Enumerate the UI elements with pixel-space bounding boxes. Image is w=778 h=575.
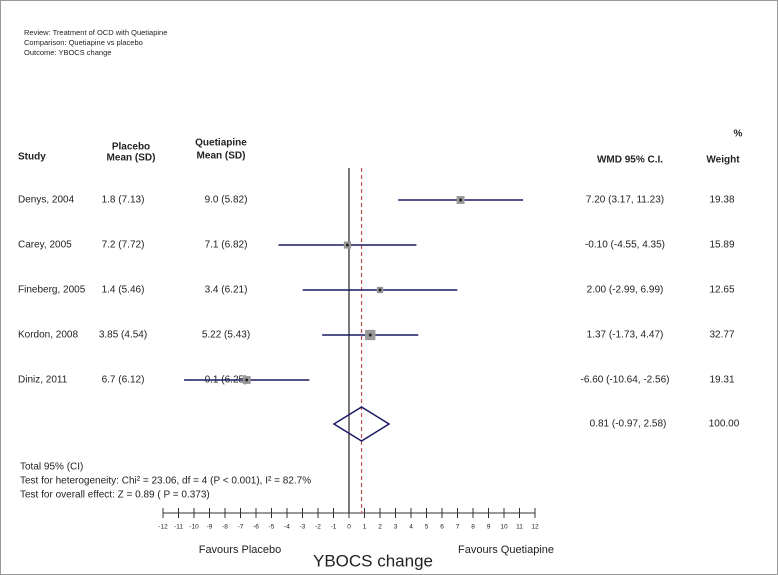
x-tick-label: 11 [516, 524, 523, 531]
quetiapine-value: 3.4 (6.21) [205, 285, 248, 296]
left-label: Favours Placebo [199, 544, 282, 556]
point-estimate [459, 198, 463, 202]
placebo-value: 7.2 (7.72) [102, 240, 145, 251]
header-quetiapine: Quetiapine [195, 138, 247, 149]
x-tick-label: 4 [409, 524, 413, 531]
outcome: Outcome: YBOCS change [24, 48, 111, 57]
x-tick-label: -10 [189, 524, 199, 531]
wmd-label: -6.60 (-10.64, -2.56) [581, 375, 670, 386]
x-tick-label: 5 [425, 524, 429, 531]
total-label: Total 95% (CI) [20, 462, 83, 473]
placebo-value: 6.7 (6.12) [102, 375, 145, 386]
placebo-value: 3.85 (4.54) [99, 330, 147, 341]
x-tick-label: -5 [269, 524, 275, 531]
pooled-diamond [332, 406, 391, 442]
x-tick-label: 3 [394, 524, 398, 531]
weight-label: 15.89 [709, 240, 734, 251]
x-tick-label: -11 [174, 524, 183, 531]
study-name: Kordon, 2008 [18, 330, 78, 341]
pooled-weight: 100.00 [709, 419, 740, 430]
placebo-value: 1.8 (7.13) [102, 195, 145, 206]
overall-effect: Test for overall effect: Z = 0.89 ( P = … [20, 490, 210, 501]
x-tick-label: 10 [500, 524, 508, 531]
heterogeneity: Test for heterogeneity: Chi² = 23.06, df… [20, 476, 311, 487]
header-wmd: WMD 95% C.I. [597, 155, 663, 166]
x-tick-label: -7 [238, 524, 244, 531]
x-tick-label: -3 [300, 524, 306, 531]
header-percent: % [734, 129, 743, 140]
comparison: Comparison: Quetiapine vs placebo [24, 38, 143, 47]
x-tick-label: 6 [440, 524, 444, 531]
x-tick-label: -9 [207, 524, 213, 531]
point-estimate [245, 378, 249, 382]
weight-label: 19.38 [709, 195, 734, 206]
point-estimate [345, 243, 349, 247]
header-placebo: Placebo [112, 142, 150, 153]
weight-label: 19.31 [709, 375, 734, 386]
x-tick-label: -12 [158, 524, 168, 531]
wmd-label: 2.00 (-2.99, 6.99) [587, 285, 664, 296]
study-name: Fineberg, 2005 [18, 285, 86, 296]
x-tick-label: 12 [531, 524, 539, 531]
x-tick-label: 7 [456, 524, 460, 531]
header-placebo: Mean (SD) [107, 153, 156, 164]
point-estimate [378, 288, 382, 292]
x-tick-label: -8 [222, 524, 228, 531]
placebo-value: 1.4 (5.46) [102, 285, 145, 296]
x-tick-label: 0 [347, 524, 351, 531]
right-label: Favours Quetiapine [458, 544, 554, 556]
x-tick-label: 1 [363, 524, 367, 531]
study-name: Denys, 2004 [18, 195, 75, 206]
quetiapine-value: 7.1 (6.82) [205, 240, 248, 251]
wmd-label: 7.20 (3.17, 11.23) [586, 195, 664, 206]
wmd-label: -0.10 (-4.55, 4.35) [585, 240, 665, 251]
weight-label: 12.65 [709, 285, 734, 296]
x-tick-label: -4 [284, 524, 290, 531]
pooled-label: 0.81 (-0.97, 2.58) [590, 419, 667, 430]
x-tick-label: 2 [378, 524, 382, 531]
quetiapine-value: 5.22 (5.43) [202, 330, 250, 341]
weight-label: 32.77 [709, 330, 734, 341]
x-tick-label: -2 [315, 524, 321, 531]
point-estimate [368, 333, 372, 337]
x-tick-label: -1 [331, 524, 337, 531]
x-tick-label: 9 [487, 524, 491, 531]
study-name: Carey, 2005 [18, 240, 72, 251]
quetiapine-value: 9.0 (5.82) [205, 195, 248, 206]
x-axis-label: YBOCS change [313, 551, 433, 570]
x-tick-label: -6 [253, 524, 259, 531]
header-quetiapine: Mean (SD) [197, 151, 246, 162]
header-study: Study [18, 152, 46, 163]
x-tick-label: 8 [471, 524, 475, 531]
review: Review: Treatment of OCD with Quetiapine [24, 28, 167, 37]
study-name: Diniz, 2011 [18, 375, 68, 386]
header-weight: Weight [706, 155, 740, 166]
wmd-label: 1.37 (-1.73, 4.47) [587, 330, 664, 341]
